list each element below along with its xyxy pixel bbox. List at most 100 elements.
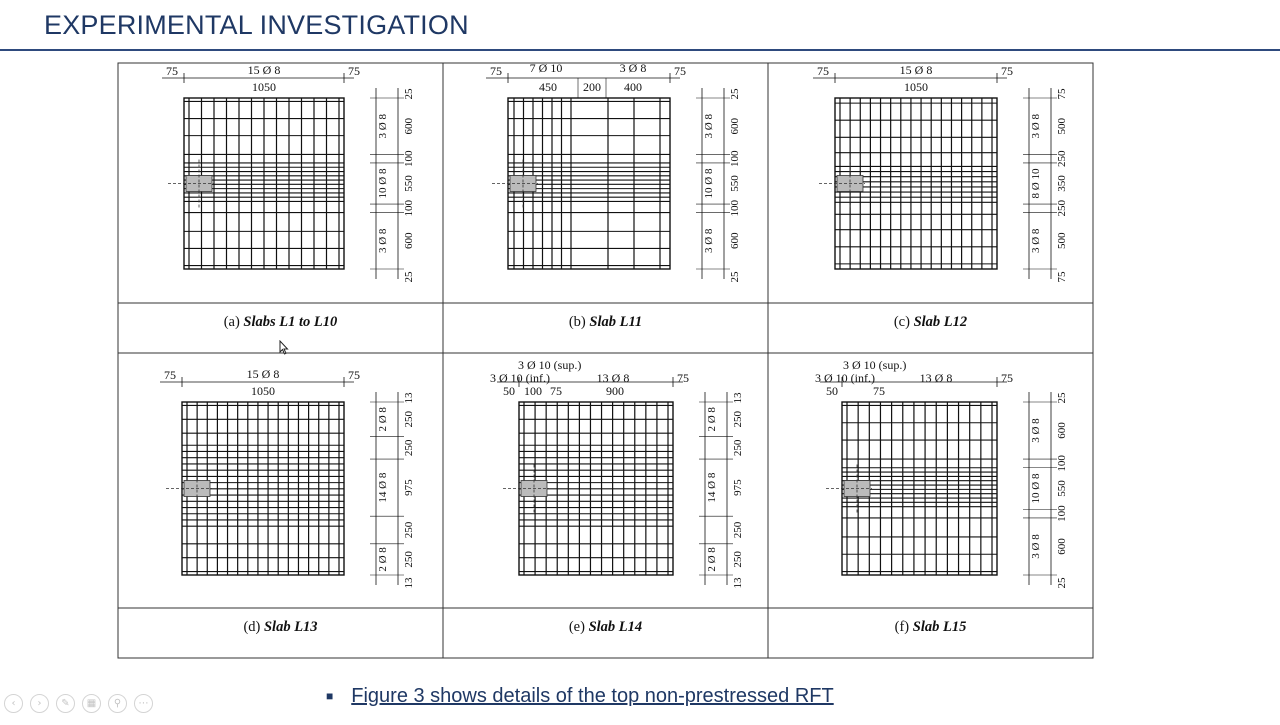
bar-group-label: 2 Ø 8 <box>706 547 718 572</box>
slab-panel-e: 3 Ø 10 (sup.)3 Ø 10 (inf.) 13 Ø 8 75 50 100 7… <box>490 358 744 635</box>
dimension-label: 3 Ø 10 (inf.) <box>490 371 550 385</box>
caption-letter: (b) <box>569 314 590 330</box>
more-options-icon[interactable]: ⋯ <box>134 694 153 713</box>
dimension-label: 400 <box>624 80 642 94</box>
dimension-label: 75 <box>674 64 686 78</box>
dimension-label: 75 <box>1001 371 1013 385</box>
next-slide-icon[interactable]: › <box>30 694 49 713</box>
dimension-label: 100 <box>729 150 741 167</box>
dimension-label: 250 <box>403 521 415 538</box>
dimension-label: 13 <box>732 577 744 589</box>
bar-group-label: 3 Ø 8 <box>377 228 389 253</box>
dimension-label: 600 <box>403 232 415 249</box>
dimension-label: 250 <box>1056 150 1068 167</box>
bar-group-label: 3 Ø 8 <box>703 113 715 138</box>
dimension-label: 100 <box>403 150 415 167</box>
slab-panel-d: 75 75 15 Ø 8 1050 13 250 250 975 250 250 13 2 Ø 8 14… <box>160 367 415 635</box>
caption-slab-name: Slab L13 <box>264 619 318 635</box>
dimension-label: 75 <box>164 368 176 382</box>
bar-group-label: 10 Ø 8 <box>1030 473 1042 503</box>
previous-slide-icon[interactable]: ‹ <box>4 694 23 713</box>
dimension-label: 100 <box>524 384 542 398</box>
dimension-label: 50 <box>826 384 838 398</box>
dimension-label: 100 <box>1056 505 1068 522</box>
panel-caption: (d) Slab L13 <box>243 619 317 635</box>
zoom-icon[interactable]: ⚲ <box>108 694 127 713</box>
bar-group-label: 14 Ø 8 <box>377 472 389 502</box>
bar-group-label: 3 Ø 8 <box>703 228 715 253</box>
dimension-label: 13 <box>403 577 415 589</box>
caption-letter: (e) <box>569 619 589 635</box>
dimension-label: 25 <box>729 271 741 283</box>
dimension-label: 75 <box>348 368 360 382</box>
dimension-label: 15 Ø 8 <box>248 63 281 77</box>
dimension-label: 75 <box>348 64 360 78</box>
dimension-label: 600 <box>403 117 415 134</box>
dimension-label: 250 <box>403 439 415 456</box>
bar-group-label: 10 Ø 8 <box>703 168 715 198</box>
dimension-label: 250 <box>732 411 744 428</box>
bar-group-label: 3 Ø 8 <box>377 113 389 138</box>
slab-panel-c: 75 75 15 Ø 8 1050 75 500 250 350 250 500 75 3 Ø 8 8 … <box>813 63 1068 330</box>
dimension-label: 100 <box>729 200 741 217</box>
dimension-label: 75 <box>550 384 562 398</box>
dimension-label: 550 <box>403 175 415 192</box>
bar-group-label: 2 Ø 8 <box>706 407 718 432</box>
dimension-label: 25 <box>1056 392 1068 404</box>
bar-group-label: 14 Ø 8 <box>706 472 718 502</box>
dimension-label: 450 <box>539 80 557 94</box>
panel-caption: (a) Slabs L1 to L10 <box>224 314 338 330</box>
dimension-label: 250 <box>732 439 744 456</box>
dimension-label: 100 <box>403 200 415 217</box>
caption-slab-name: Slab L11 <box>589 314 642 330</box>
dimension-label: 1050 <box>904 80 928 94</box>
dimension-label: 600 <box>1056 422 1068 439</box>
dimension-label: 250 <box>732 551 744 568</box>
mouse-pointer-icon <box>279 339 289 360</box>
panel-caption: (b) Slab L11 <box>569 314 642 330</box>
dimension-label: 75 <box>490 64 502 78</box>
bar-group-label: 3 Ø 8 <box>1030 418 1042 443</box>
caption-slab-name: Slab L12 <box>914 314 968 330</box>
dimension-label: 500 <box>1056 232 1068 249</box>
bar-group-label: 10 Ø 8 <box>377 168 389 198</box>
title-divider <box>0 49 1280 51</box>
dimension-label: 975 <box>732 479 744 496</box>
dimension-label: 13 <box>403 392 415 404</box>
dimension-label: 600 <box>1056 538 1068 555</box>
dimension-label: 900 <box>606 384 624 398</box>
panel-caption: (c) Slab L12 <box>894 314 967 330</box>
dimension-label: 200 <box>583 80 601 94</box>
dimension-label: 500 <box>1056 117 1068 134</box>
dimension-label: 3 Ø 10 (inf.) <box>815 371 875 385</box>
dimension-label: 250 <box>403 411 415 428</box>
bar-group-label: 2 Ø 8 <box>377 407 389 432</box>
bullet-item: ■ Figure 3 shows details of the top non-… <box>326 683 834 709</box>
dimension-label: 75 <box>873 384 885 398</box>
dimension-label: 75 <box>1001 64 1013 78</box>
dimension-label: 3 Ø 8 <box>620 61 647 75</box>
dimension-label: 75 <box>817 64 829 78</box>
dimension-label: 250 <box>403 551 415 568</box>
bullet-link-text[interactable]: Figure 3 shows details of the top non-pr… <box>351 684 834 707</box>
dimension-label: 350 <box>1056 175 1068 192</box>
dimension-label: 25 <box>403 88 415 100</box>
dimension-label: 1050 <box>251 384 275 398</box>
dimension-label: 13 Ø 8 <box>597 371 630 385</box>
slab-panel-f: 3 Ø 10 (sup.)3 Ø 10 (inf.) 13 Ø 8 75 50 75 25… <box>815 358 1068 635</box>
bullet-square-icon: ■ <box>326 689 334 703</box>
dimension-label: 50 <box>503 384 515 398</box>
bar-group-label: 2 Ø 8 <box>377 547 389 572</box>
dimension-label: 100 <box>1056 455 1068 472</box>
dimension-label: 25 <box>403 271 415 283</box>
bar-group-label: 8 Ø 10 <box>1030 168 1042 198</box>
dimension-label: 75 <box>1056 88 1068 100</box>
dimension-label: 250 <box>732 521 744 538</box>
slides-grid-icon[interactable]: ▦ <box>82 694 101 713</box>
dimension-label: 600 <box>729 117 741 134</box>
caption-slab-name: Slabs L1 to L10 <box>243 314 337 330</box>
dimension-label: 15 Ø 8 <box>900 63 933 77</box>
dimension-label: 975 <box>403 479 415 496</box>
pen-icon[interactable]: ✎ <box>56 694 75 713</box>
caption-letter: (c) <box>894 314 914 330</box>
